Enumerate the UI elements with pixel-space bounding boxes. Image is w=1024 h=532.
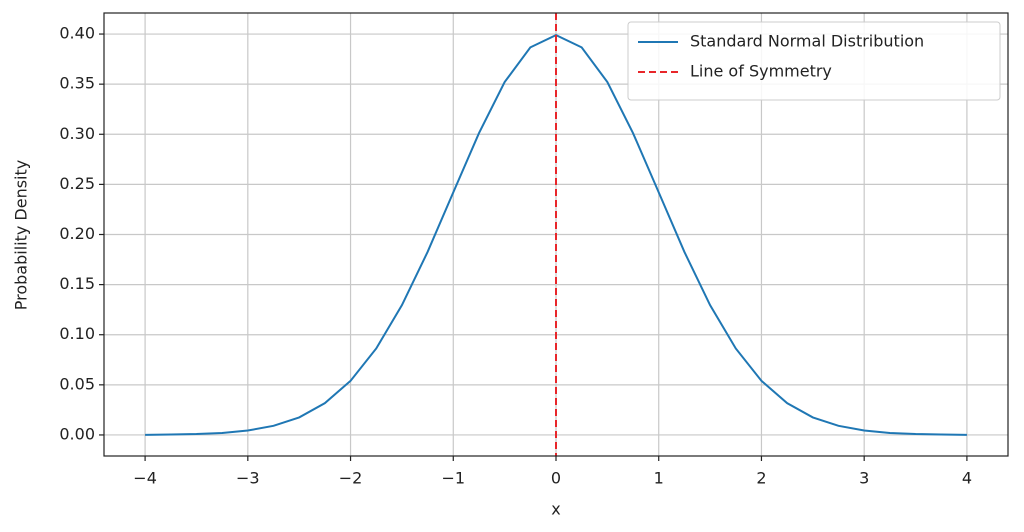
x-tick-label: 3 <box>859 469 869 488</box>
y-tick-label: 0.15 <box>59 274 95 293</box>
y-tick-label: 0.25 <box>59 174 95 193</box>
legend: Standard Normal Distribution Line of Symm… <box>627 21 1001 101</box>
legend-box <box>627 21 1001 101</box>
x-tick-label: 2 <box>756 469 766 488</box>
legend-label: Standard Normal Distribution <box>690 32 924 51</box>
x-axis-label: x <box>551 500 560 519</box>
x-tick-label: 4 <box>962 469 972 488</box>
legend-label: Line of Symmetry <box>690 62 832 81</box>
y-axis-label: Probability Density <box>12 160 31 311</box>
y-tick-label: 0.20 <box>59 224 95 243</box>
x-tick-label: −4 <box>133 469 157 488</box>
y-tick-label: 0.10 <box>59 324 95 343</box>
x-tick-label: −3 <box>236 469 260 488</box>
plot <box>145 13 967 456</box>
y-tick-label: 0.05 <box>59 374 95 393</box>
x-tick-label: 0 <box>551 469 561 488</box>
y-tick-label: 0.30 <box>59 124 95 143</box>
y-tick-label: 0.00 <box>59 424 95 443</box>
y-tick-label: 0.40 <box>59 24 95 43</box>
x-tick-label: 1 <box>654 469 664 488</box>
x-tick-label: −1 <box>441 469 465 488</box>
y-tick-label: 0.35 <box>59 74 95 93</box>
x-tick-label: −2 <box>339 469 363 488</box>
